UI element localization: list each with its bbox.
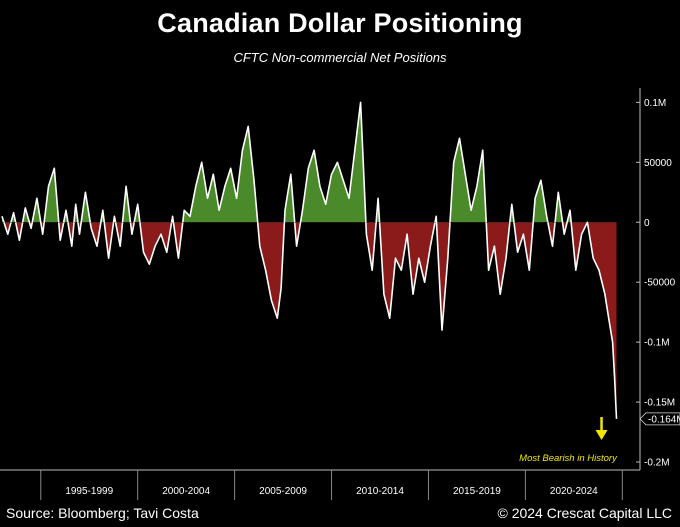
y-tick-label: 50000	[644, 158, 672, 169]
last-value-label: -0.164M	[648, 414, 680, 425]
y-tick-label: -0.2M	[644, 458, 670, 469]
x-period-label: 1995-1999	[65, 486, 113, 497]
annotation-layer: Most Bearish in History	[519, 417, 618, 464]
chart-subtitle: CFTC Non-commercial Net Positions	[233, 50, 447, 65]
y-tick-label: -0.1M	[644, 338, 670, 349]
series-line	[1, 101, 618, 419]
annotation-text: Most Bearish in History	[519, 453, 618, 464]
copyright-note: © 2024 Crescat Capital LLC	[497, 505, 672, 521]
axes: 0.1M 50000 0 -50000 -0.1M -0.15M -0.2M -0.164M 1…	[0, 88, 680, 500]
x-period-label: 2015-2019	[453, 486, 501, 497]
x-period-label: 2020-2024	[550, 486, 598, 497]
source-note: Source: Bloomberg; Tavi Costa	[6, 505, 199, 521]
x-period-label: 2010-2014	[356, 486, 404, 497]
negative-fill	[2, 222, 617, 419]
x-period-label: 2000-2004	[162, 486, 210, 497]
series-path	[1, 101, 618, 419]
area-fills	[2, 102, 617, 419]
x-period-label: 2005-2009	[259, 486, 307, 497]
last-value-flag	[639, 412, 680, 426]
annotation-arrow-head	[595, 430, 608, 440]
y-tick-label: -50000	[644, 278, 676, 289]
y-tick-label: -0.15M	[644, 398, 675, 409]
positive-fill	[2, 102, 617, 223]
chart-title: Canadian Dollar Positioning	[157, 8, 523, 38]
y-tick-label: 0	[644, 218, 650, 229]
y-tick-label: 0.1M	[644, 98, 666, 109]
